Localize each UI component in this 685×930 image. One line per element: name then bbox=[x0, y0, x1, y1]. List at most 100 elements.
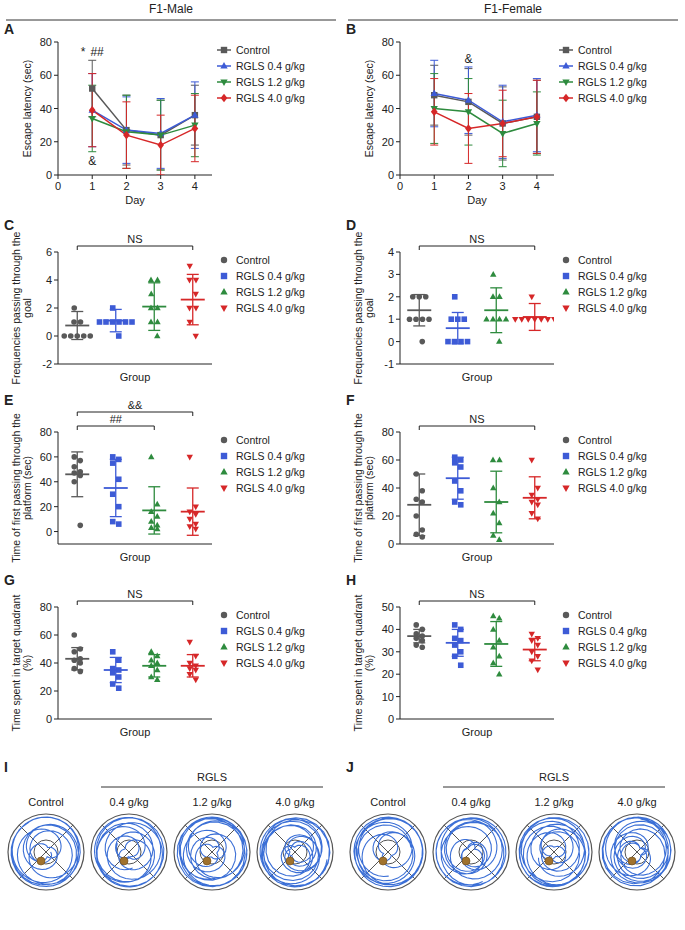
error-bar bbox=[122, 95, 130, 168]
error-cap bbox=[191, 81, 199, 82]
error-cap bbox=[464, 66, 472, 67]
y-axis-title: (%) bbox=[363, 655, 375, 671]
y-tick-label: 20 bbox=[40, 685, 52, 697]
error-cap bbox=[71, 311, 83, 312]
point bbox=[458, 502, 464, 508]
point bbox=[483, 316, 489, 322]
x-axis-title: Day bbox=[125, 194, 145, 206]
x-tick bbox=[536, 175, 537, 179]
error-cap bbox=[148, 676, 160, 677]
mean-line bbox=[446, 327, 470, 329]
error-cap bbox=[529, 330, 541, 331]
point bbox=[419, 488, 425, 494]
legend-entry: RGLS 4.0 g/kg bbox=[220, 482, 305, 494]
series-line bbox=[92, 110, 195, 145]
point bbox=[465, 339, 471, 345]
legend-marker bbox=[563, 437, 569, 443]
error-cap bbox=[110, 331, 122, 332]
swim-path bbox=[519, 818, 589, 887]
y-tick bbox=[54, 719, 58, 720]
marks bbox=[407, 612, 547, 676]
error-cap bbox=[148, 486, 160, 487]
point bbox=[148, 648, 154, 654]
error-bar bbox=[499, 85, 507, 158]
legend-marker bbox=[562, 288, 569, 295]
error-cap bbox=[71, 496, 83, 497]
mean-line bbox=[142, 665, 166, 667]
legend-entry: RGLS 1.2 g/kg bbox=[217, 76, 305, 88]
y-tick-label: 3 bbox=[388, 268, 394, 280]
bracket bbox=[419, 426, 535, 430]
legend-label: RGLS 1.2 g/kg bbox=[578, 76, 647, 88]
x-axis bbox=[400, 544, 554, 545]
y-tick-label: 1 bbox=[388, 313, 394, 325]
marks bbox=[88, 60, 199, 175]
point bbox=[448, 316, 454, 322]
platform bbox=[379, 857, 387, 865]
series-line bbox=[434, 112, 537, 129]
error-cap bbox=[533, 78, 541, 79]
point bbox=[496, 457, 502, 463]
y-tick-label: 40 bbox=[382, 103, 394, 115]
x-axis bbox=[58, 364, 212, 365]
error-cap bbox=[499, 90, 507, 91]
point bbox=[529, 295, 535, 301]
platform bbox=[545, 857, 553, 865]
error-cap bbox=[187, 487, 199, 488]
y-tick-label: 60 bbox=[40, 451, 52, 463]
swim-path bbox=[11, 817, 80, 886]
legend-marker bbox=[221, 257, 227, 263]
y-tick bbox=[396, 544, 400, 545]
point bbox=[148, 657, 154, 663]
error-cap bbox=[148, 282, 160, 283]
error-cap bbox=[464, 78, 472, 79]
bracket bbox=[77, 426, 154, 430]
annotation: * bbox=[81, 45, 86, 59]
error-cap bbox=[499, 166, 507, 167]
point bbox=[154, 526, 160, 532]
error-cap bbox=[187, 274, 199, 275]
error-cap bbox=[88, 73, 96, 74]
pool bbox=[516, 814, 592, 890]
point bbox=[452, 499, 458, 505]
point bbox=[193, 668, 199, 674]
point bbox=[490, 660, 496, 666]
error-cap bbox=[464, 163, 472, 164]
point bbox=[413, 513, 419, 519]
legend-entry: RGLS 0.4 g/kg bbox=[221, 270, 305, 282]
mean-line bbox=[484, 501, 508, 503]
pool bbox=[8, 814, 84, 890]
error-cap bbox=[533, 80, 541, 81]
error-cap bbox=[110, 657, 122, 658]
y-tick bbox=[396, 42, 400, 43]
point bbox=[157, 133, 164, 140]
series-line bbox=[434, 94, 537, 122]
point bbox=[529, 458, 535, 464]
legend-marker bbox=[220, 468, 227, 475]
error-cap bbox=[191, 93, 199, 94]
error-cap bbox=[88, 146, 96, 147]
error-cap bbox=[430, 73, 438, 74]
point bbox=[157, 141, 164, 150]
y-tick-label: 60 bbox=[40, 629, 52, 641]
legend-marker bbox=[562, 305, 569, 312]
y-tick-label: 60 bbox=[40, 69, 52, 81]
point bbox=[431, 108, 438, 117]
header-rule bbox=[348, 20, 678, 21]
point bbox=[116, 521, 122, 527]
point bbox=[419, 339, 425, 345]
y-tick-label: 2 bbox=[388, 291, 394, 303]
point bbox=[535, 486, 541, 492]
point bbox=[490, 457, 496, 463]
point bbox=[193, 678, 199, 684]
legend-label: Control bbox=[236, 254, 270, 266]
y-tick-label: 20 bbox=[382, 136, 394, 148]
point bbox=[154, 653, 160, 659]
error-cap bbox=[529, 303, 541, 304]
pool bbox=[174, 814, 250, 890]
legend-marker bbox=[220, 643, 227, 650]
legend-marker bbox=[221, 612, 227, 618]
x-tick-label: 2 bbox=[123, 180, 129, 192]
legend-entry: RGLS 1.2 g/kg bbox=[562, 641, 647, 653]
mean-line bbox=[407, 635, 431, 637]
